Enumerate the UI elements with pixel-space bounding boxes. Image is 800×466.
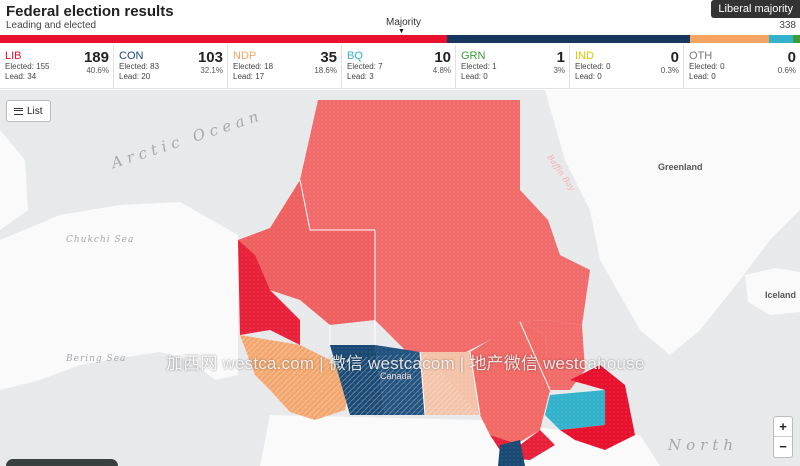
party-name: GRN (461, 50, 486, 62)
map-canvas[interactable] (0, 90, 800, 466)
party-lead: Lead: 34 (5, 72, 37, 81)
party-card-grn[interactable]: GRN 1 3% Elected: 1 Lead: 0 (456, 45, 570, 89)
party-lead: Lead: 20 (119, 72, 151, 81)
russia-landmass (0, 130, 28, 230)
label-bering-sea: Bering Sea (66, 354, 127, 364)
page-subtitle: Leading and elected (6, 20, 97, 31)
list-icon (14, 107, 23, 115)
watermark-text: 加西网 westca.com | 微信 westcacom | 地产微信 wes… (166, 354, 645, 373)
zoom-control: + − (773, 416, 793, 458)
party-seats: 35 (320, 49, 337, 66)
party-elected: Elected: 18 (233, 62, 274, 71)
party-card-oth[interactable]: OTH 0 0.6% Elected: 0 Lead: 0 (684, 45, 800, 89)
party-card-bq[interactable]: BQ 10 4.8% Elected: 7 Lead: 3 (342, 45, 456, 89)
page-title: Federal election results (6, 3, 174, 20)
label-iceland: Iceland (765, 290, 797, 300)
list-view-button[interactable]: List (6, 100, 51, 122)
party-lead: Lead: 0 (689, 72, 716, 81)
party-seats: 103 (197, 49, 223, 66)
party-vote-share: 18.6% (314, 66, 337, 75)
party-lead: Lead: 0 (461, 72, 488, 81)
seat-bar (0, 35, 800, 43)
party-elected: Elected: 155 (5, 62, 50, 71)
party-seats: 0 (670, 49, 679, 66)
party-summary: LIB 189 40.6% Elected: 155 Lead: 34 CON … (0, 45, 800, 89)
party-vote-share: 3% (553, 66, 565, 75)
bottom-control-pill[interactable] (6, 459, 118, 466)
party-seats: 0 (787, 49, 796, 66)
svalbard-landmass (660, 90, 720, 110)
results-map[interactable]: Arctic Ocean Chukchi Sea Bering Sea Gree… (0, 90, 800, 466)
label-greenland: Greenland (658, 162, 703, 172)
party-elected: Elected: 83 (119, 62, 160, 71)
party-name: OTH (689, 50, 713, 62)
seatbar-segment-lib (0, 35, 447, 43)
majority-marker-icon: ▼ (398, 28, 405, 35)
party-lead: Lead: 0 (575, 72, 602, 81)
party-seats: 1 (556, 49, 565, 66)
party-vote-share: 32.1% (200, 66, 223, 75)
party-card-ndp[interactable]: NDP 35 18.6% Elected: 18 Lead: 17 (228, 45, 342, 89)
alaska-landmass (0, 202, 238, 390)
territory-border (299, 179, 551, 416)
party-vote-share: 40.6% (86, 66, 109, 75)
party-vote-share: 4.8% (432, 66, 451, 75)
party-elected: Elected: 0 (689, 62, 725, 71)
party-elected: Elected: 1 (461, 62, 497, 71)
list-button-label: List (27, 105, 43, 117)
party-name: LIB (5, 50, 22, 62)
party-lead: Lead: 17 (233, 72, 265, 81)
label-canada: Canada (380, 371, 412, 381)
party-lead: Lead: 3 (347, 72, 374, 81)
label-north: North (668, 436, 739, 454)
party-name: NDP (233, 50, 257, 62)
party-elected: Elected: 7 (347, 62, 383, 71)
zoom-in-button[interactable]: + (774, 417, 792, 437)
party-card-ind[interactable]: IND 0 0.3% Elected: 0 Lead: 0 (570, 45, 684, 89)
iceland-landmass (745, 268, 800, 315)
majority-label: Majority (386, 17, 422, 28)
seatbar-segment-bq (769, 35, 793, 43)
results-header: Federal election results Leading and ele… (0, 0, 800, 35)
zoom-out-button[interactable]: − (779, 439, 787, 454)
seatbar-segment-ndp (690, 35, 769, 43)
party-elected: Elected: 0 (575, 62, 611, 71)
party-card-lib[interactable]: LIB 189 40.6% Elected: 155 Lead: 34 (0, 45, 114, 89)
seatbar-segment-grn (793, 35, 800, 43)
party-vote-share: 0.3% (660, 66, 679, 75)
party-name: BQ (347, 50, 363, 62)
label-chukchi-sea: Chukchi Sea (66, 235, 135, 245)
seatbar-segment-con (447, 35, 690, 43)
party-vote-share: 0.6% (777, 66, 796, 75)
majority-badge: Liberal majority (711, 0, 800, 18)
seat-total: 338 (779, 20, 796, 31)
party-seats: 10 (434, 49, 451, 66)
party-seats: 189 (83, 49, 109, 66)
party-name: CON (119, 50, 144, 62)
party-card-con[interactable]: CON 103 32.1% Elected: 83 Lead: 20 (114, 45, 228, 89)
party-name: IND (575, 50, 594, 62)
